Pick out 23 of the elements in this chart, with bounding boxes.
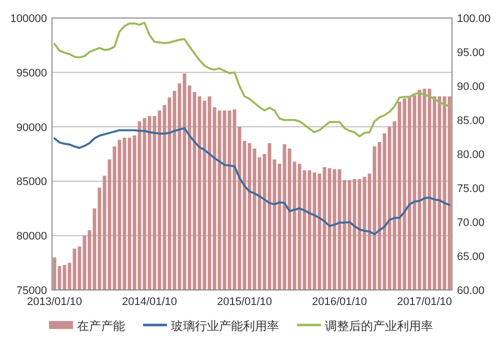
y-tick-label: 100000 [10, 13, 47, 25]
legend-label: 调整后的产业利用率 [325, 319, 433, 333]
x-tick-label: 2015/01/10 [216, 296, 272, 308]
x-tick-label: 2013/01/10 [26, 296, 82, 308]
y2-tick-label: 85.00 [457, 115, 485, 127]
y-tick-label: 95000 [16, 67, 47, 80]
y2-tick-label: 80.00 [457, 149, 485, 161]
x-tick-label: 2017/01/10 [396, 296, 452, 308]
y2-tick-label: 90.00 [457, 81, 485, 93]
y2-tick-label: 60.00 [457, 285, 485, 297]
x-tick-label: 2016/01/10 [312, 296, 368, 308]
legend-label: 在产产能 [77, 319, 125, 333]
y2-tick-label: 70.00 [457, 217, 485, 229]
y2-tick-label: 95.00 [457, 47, 485, 59]
y2-tick-label: 75.00 [457, 183, 485, 195]
y2-tick-label: 100.00 [457, 13, 491, 25]
y-tick-label: 90000 [16, 122, 47, 134]
x-tick-label: 2014/01/10 [122, 296, 178, 308]
y-tick-label: 75000 [16, 285, 47, 297]
legend-label: 玻璃行业产能利用率 [171, 319, 279, 333]
y-tick-label: 85000 [16, 176, 47, 188]
y-tick-label: 80000 [16, 230, 47, 243]
y2-tick-label: 65.00 [457, 251, 485, 263]
